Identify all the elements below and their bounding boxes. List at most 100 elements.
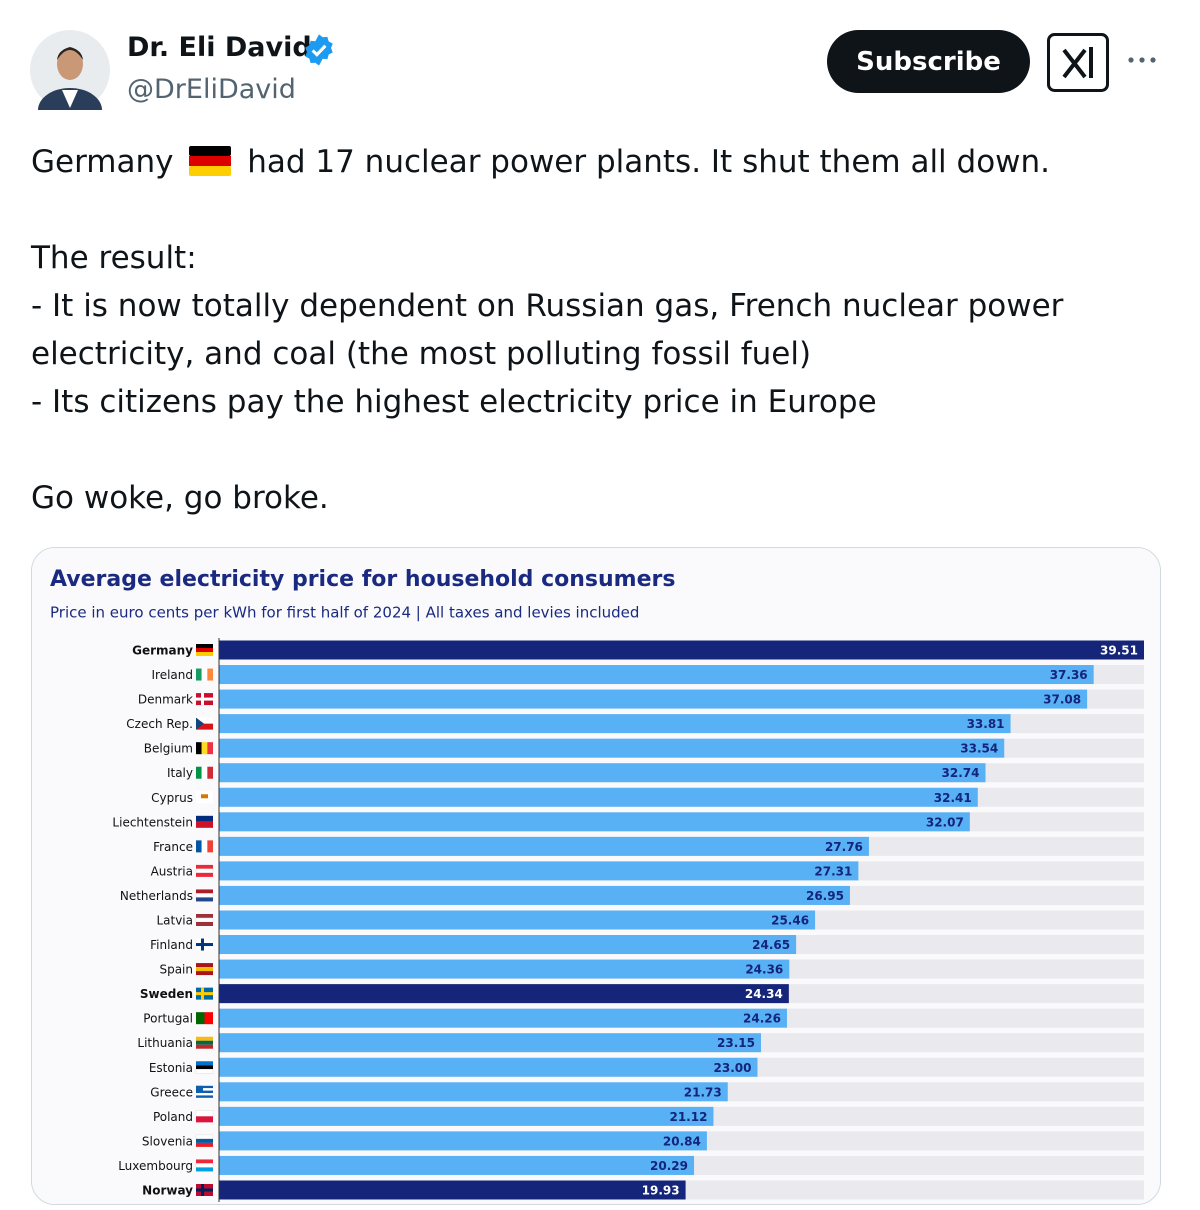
category-label: Spain — [159, 963, 193, 977]
flag-icon — [196, 821, 213, 828]
value-label: 24.26 — [743, 1012, 781, 1026]
category-label: Netherlands — [120, 889, 193, 903]
tweet-text: Germany had 17 nuclear power plants. It … — [31, 138, 1111, 522]
category-label: Liechtenstein — [112, 815, 193, 829]
flag-icon — [196, 1095, 213, 1098]
value-label: 25.46 — [771, 913, 809, 927]
flag-icon — [201, 668, 208, 681]
bar — [219, 861, 859, 881]
bar — [219, 935, 797, 955]
flag-icon — [196, 1012, 205, 1025]
category-label: Finland — [150, 938, 193, 952]
category-label: Czech Rep. — [126, 717, 193, 731]
bar — [219, 812, 970, 832]
flag-icon — [196, 1167, 213, 1172]
bar — [219, 1082, 728, 1102]
flag-icon — [196, 1093, 213, 1096]
bar — [219, 665, 1094, 685]
flag-icon — [196, 992, 213, 996]
value-label: 27.76 — [825, 840, 863, 854]
flag-icon — [196, 1138, 213, 1143]
flag-icon — [196, 864, 213, 869]
flag-icon — [195, 868, 214, 874]
flag-icon — [196, 1085, 203, 1093]
flag-icon — [201, 840, 208, 853]
flag-icon — [196, 1090, 213, 1094]
flag-icon — [195, 1069, 214, 1074]
category-label: Portugal — [143, 1012, 193, 1026]
flag-icon — [196, 1085, 213, 1089]
flag-icon — [196, 766, 202, 779]
bar — [219, 763, 986, 783]
flag-icon — [204, 1012, 213, 1025]
value-label: 21.12 — [669, 1110, 707, 1124]
category-label: Latvia — [156, 913, 193, 927]
text: The result: — [31, 240, 197, 276]
value-label: 33.81 — [967, 717, 1005, 731]
flag-icon — [196, 815, 213, 822]
grok-button[interactable] — [1047, 33, 1109, 92]
value-label: 19.93 — [642, 1183, 680, 1197]
category-label: Norway — [142, 1183, 193, 1197]
flag-icon — [196, 644, 213, 648]
category-label: Ireland — [151, 668, 193, 682]
flag-icon — [196, 1061, 213, 1066]
category-label: France — [153, 840, 193, 854]
bar — [219, 885, 850, 905]
flag-icon — [196, 1142, 213, 1147]
value-label: 32.07 — [926, 815, 964, 829]
flag-icon — [196, 668, 202, 681]
value-label: 21.73 — [684, 1085, 722, 1099]
bar — [219, 1008, 787, 1028]
flag-icon — [196, 652, 213, 656]
bar — [219, 959, 790, 979]
value-label: 26.95 — [806, 889, 844, 903]
flag-icon — [196, 1116, 213, 1123]
flag-icon — [195, 917, 214, 923]
text: Germany — [31, 144, 174, 180]
text: Go woke, go broke. — [31, 480, 329, 516]
bar — [219, 738, 1005, 758]
avatar — [30, 30, 110, 110]
flag-icon — [196, 697, 213, 701]
value-label: 24.65 — [752, 938, 790, 952]
flag-icon — [196, 967, 213, 972]
flag-icon — [196, 921, 213, 926]
bar — [219, 910, 816, 930]
value-label: 32.74 — [942, 766, 980, 780]
bar — [219, 640, 1144, 660]
category-label: Belgium — [144, 742, 193, 756]
flag-icon — [196, 1036, 213, 1041]
bar — [219, 1106, 714, 1126]
category-label: Cyprus — [151, 791, 193, 805]
flag-icon — [196, 1065, 213, 1070]
bar — [219, 984, 789, 1004]
flag-icon — [196, 1188, 213, 1192]
bar — [219, 836, 869, 856]
value-label: 20.29 — [650, 1159, 688, 1173]
category-label: Slovenia — [142, 1134, 193, 1148]
value-label: 27.31 — [814, 864, 852, 878]
value-label: 39.51 — [1100, 644, 1138, 658]
value-label: 20.84 — [663, 1134, 701, 1148]
value-label: 33.54 — [960, 742, 998, 756]
chart: Average electricity price for household … — [32, 548, 1160, 1204]
flag-icon — [195, 893, 214, 898]
flag-icon — [195, 1163, 214, 1168]
category-label: Italy — [167, 766, 193, 780]
value-label: 37.36 — [1050, 668, 1088, 682]
media-card: Average electricity price for household … — [31, 547, 1161, 1205]
subscribe-button[interactable]: Subscribe — [827, 30, 1030, 93]
bar — [219, 1057, 758, 1077]
flag-icon — [196, 943, 213, 947]
category-label: Poland — [153, 1110, 193, 1124]
bar — [219, 1155, 695, 1175]
flag-icon — [201, 766, 208, 779]
flag-icon — [195, 1134, 214, 1140]
more-button[interactable] — [1126, 52, 1160, 68]
value-label: 23.00 — [714, 1061, 752, 1075]
category-label: Greece — [150, 1085, 193, 1099]
flag-icon — [196, 872, 213, 877]
category-label: Austria — [151, 864, 193, 878]
